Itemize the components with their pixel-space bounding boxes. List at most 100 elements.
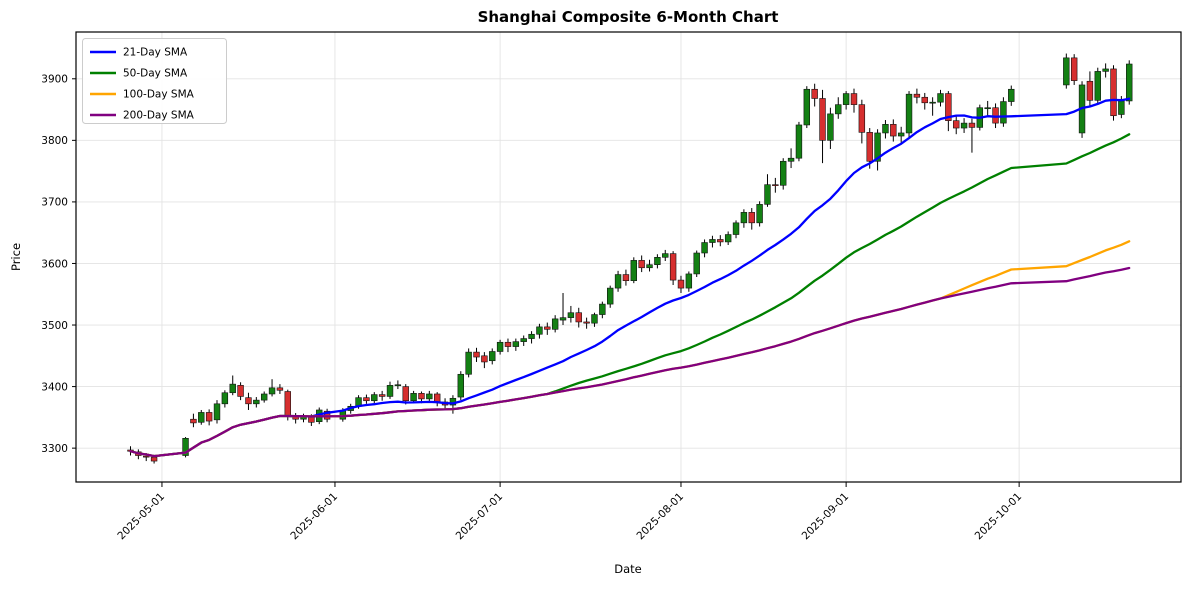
candle-body-up <box>874 132 881 162</box>
candle-body-up <box>740 212 748 224</box>
candle-body-up <box>701 242 708 254</box>
candle-body-down <box>819 98 826 141</box>
candle-body-down <box>638 260 645 269</box>
grid-layer <box>76 32 1181 482</box>
candle-body-down <box>575 312 582 323</box>
candle-body-down <box>866 132 873 162</box>
candle-body-up <box>662 253 669 258</box>
candle-body-down <box>190 418 197 424</box>
candle-body-down <box>418 393 425 400</box>
candle-body-up <box>1126 63 1133 102</box>
y-tick-label: 3500 <box>41 320 68 332</box>
candle-body-up <box>567 312 575 318</box>
candle-body-up <box>842 93 850 105</box>
candle-body-down <box>481 355 488 363</box>
candle-body-up <box>764 184 771 205</box>
candle-body-up <box>489 351 496 362</box>
candle-body-up <box>599 303 606 315</box>
candle-body-up <box>528 333 535 339</box>
candle-body-down <box>143 455 150 458</box>
candle-body-up <box>835 104 842 115</box>
candle-body-down <box>544 326 551 330</box>
candle-body-up <box>905 93 913 134</box>
candle-body-up <box>253 399 260 405</box>
candle-body-down <box>677 279 685 289</box>
candle-body-up <box>1008 88 1015 102</box>
candle-body-up <box>182 437 189 456</box>
legend-box <box>82 38 227 124</box>
candle-body-down <box>504 341 512 347</box>
candle-body-up <box>394 384 402 387</box>
x-tick-label: 2025-08-01 <box>634 491 686 543</box>
candle-body-up <box>803 88 811 126</box>
candle-body-up <box>536 326 543 335</box>
candle-body-down <box>205 412 213 422</box>
candle-body-down <box>1070 57 1078 81</box>
candle-body-up <box>591 314 598 324</box>
legend-label-200: 200-Day SMA <box>123 110 195 122</box>
candle-body-up <box>426 393 433 400</box>
legend-label-100: 100-Day SMA <box>123 89 195 101</box>
candle-body-down <box>622 274 630 282</box>
candle-body-up <box>984 107 991 110</box>
candle-body-down <box>150 457 158 462</box>
candle-body-up <box>882 124 889 134</box>
candle-body-down <box>473 351 480 358</box>
candle-body-up <box>795 124 803 159</box>
candle-body-up <box>787 157 795 162</box>
candle-body-up <box>221 392 229 405</box>
candle-body-down <box>669 253 677 281</box>
candle-body-up <box>646 264 653 269</box>
candle-body-up <box>1063 57 1070 86</box>
candle-body-down <box>945 93 952 121</box>
candle-body-up <box>724 234 732 243</box>
candle-body-down <box>772 184 779 186</box>
candle-body-up <box>929 101 936 104</box>
sma-line-200 <box>129 266 1131 458</box>
sma-line-21 <box>129 97 1131 458</box>
candle-body-up <box>732 222 740 235</box>
chart-title: Shanghai Composite 6-Month Chart <box>478 8 779 26</box>
candle-body-up <box>937 93 944 103</box>
candle-body-up <box>496 341 504 352</box>
candle-body-up <box>260 393 268 401</box>
y-tick-label: 3400 <box>41 381 68 393</box>
legend-label-50: 50-Day SMA <box>123 68 188 80</box>
candle-body-up <box>410 393 417 402</box>
candle-body-up <box>512 341 520 347</box>
y-tick-label: 3900 <box>41 74 68 86</box>
candle-body-up <box>709 239 716 243</box>
candle-body-up <box>520 338 527 342</box>
candle-body-up <box>1094 71 1101 101</box>
sma-line-100 <box>129 240 1131 458</box>
candle-body-up <box>213 403 221 421</box>
candle-body-up <box>607 287 614 305</box>
x-tick-label: 2025-05-01 <box>115 491 167 543</box>
candle-body-down <box>858 104 866 133</box>
candle-body-down <box>913 93 921 98</box>
y-tick-label: 3600 <box>41 258 68 270</box>
candle-body-down <box>992 107 999 124</box>
y-tick-label: 3700 <box>41 197 68 209</box>
legend: 21-Day SMA 50-Day SMA 100-Day SMA 200-Day S… <box>82 38 227 124</box>
y-tick-label: 3300 <box>41 443 68 455</box>
candle-body-up <box>614 274 622 289</box>
candle-body-up <box>465 351 472 375</box>
candle-body-up <box>268 387 276 395</box>
candle-body-down <box>1110 68 1117 117</box>
candle-body-up <box>960 122 968 129</box>
legend-label-21: 21-Day SMA <box>123 47 188 59</box>
candle-body-down <box>890 124 897 137</box>
y-tick-label: 3800 <box>41 135 68 147</box>
candle-body-down <box>284 391 291 417</box>
plot-frame <box>75 31 1182 483</box>
candle-body-up <box>685 273 693 289</box>
candle-body-down <box>583 321 590 324</box>
candle-body-up <box>630 260 637 282</box>
candle-body-down <box>717 239 724 243</box>
x-tick-label: 2025-09-01 <box>800 491 852 543</box>
candle-body-down <box>811 88 818 99</box>
candle-body-up <box>780 160 787 186</box>
